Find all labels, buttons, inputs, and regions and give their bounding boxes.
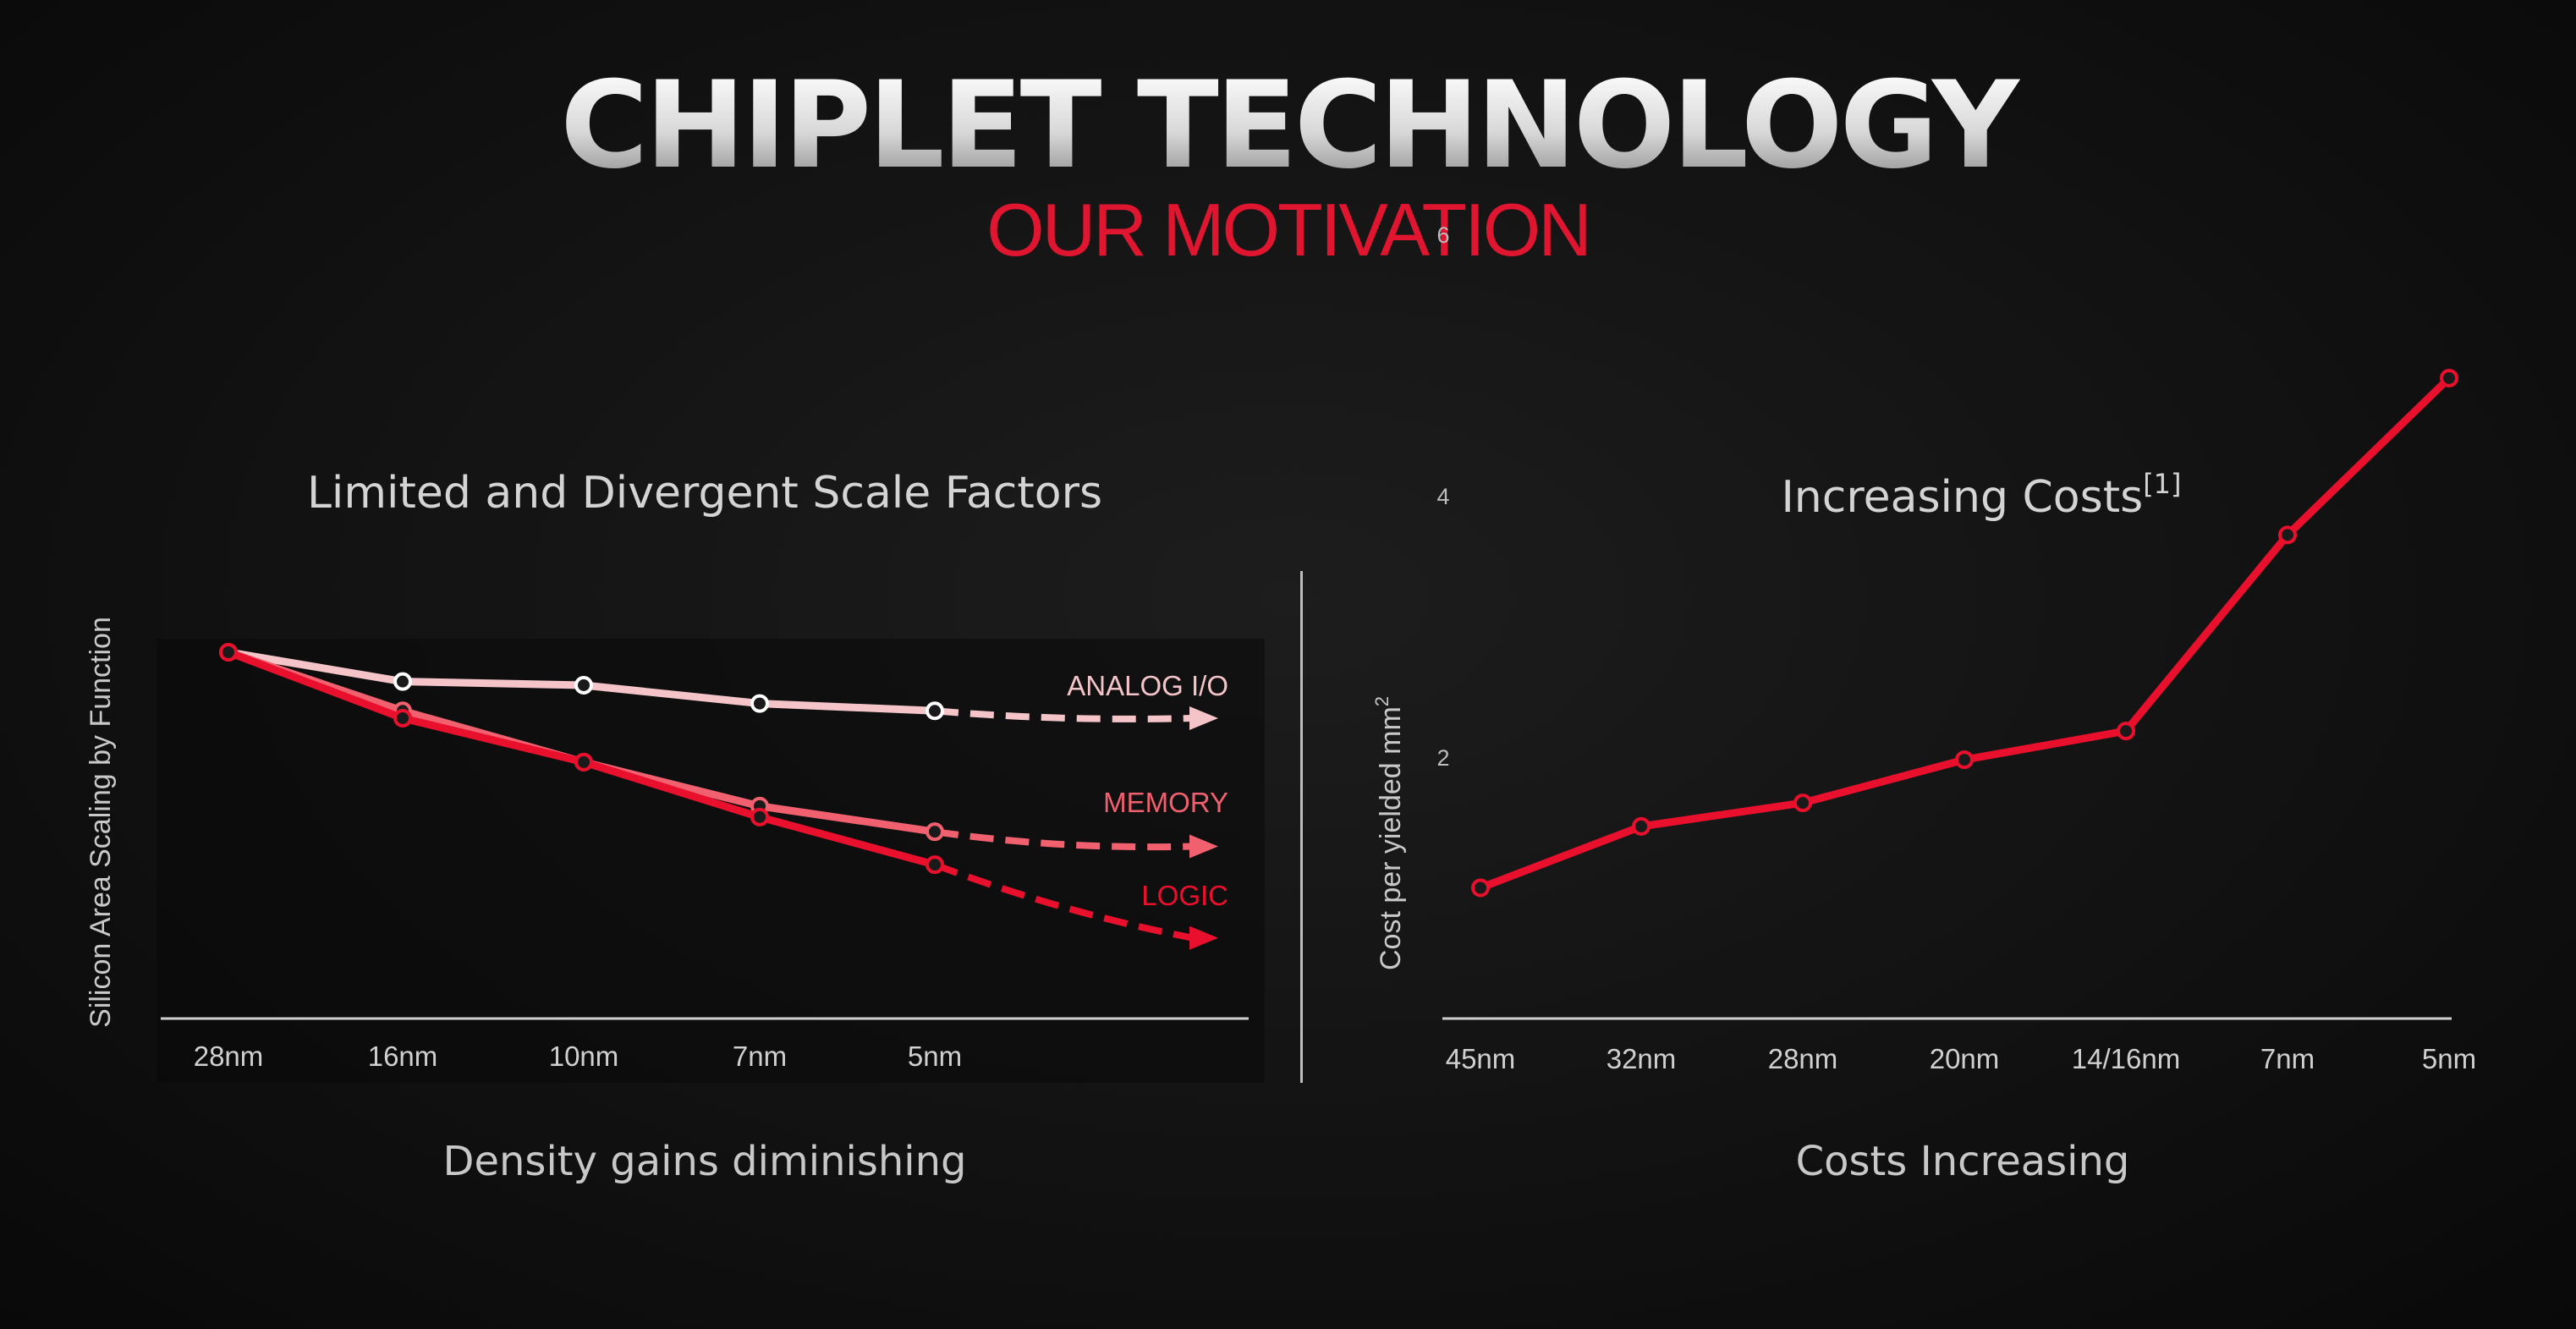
left-tick-28nm: 28nm <box>194 1041 264 1072</box>
page-subtitle: OUR MOTIVATION <box>986 188 1592 272</box>
logic-projection <box>933 861 1194 942</box>
right-tick-32nm: 32nm <box>1607 1043 1677 1074</box>
memory-point-5nm <box>925 822 944 842</box>
left-tick-10nm: 10nm <box>549 1041 619 1072</box>
memory-arrowhead <box>1189 834 1218 859</box>
left-tick-5nm: 5nm <box>908 1041 962 1072</box>
right-chart-y-label: Cost per yielded mm2 <box>1371 696 1407 970</box>
logic-point-16nm <box>393 708 412 728</box>
logic-arrowhead <box>1189 925 1218 950</box>
analog-i-o-point-16nm <box>393 672 412 691</box>
cost-point-20nm <box>1955 750 1974 770</box>
right-tick-5nm: 5nm <box>2422 1043 2476 1074</box>
right-tick-14-16nm: 14/16nm <box>2072 1043 2180 1074</box>
cost-point-45nm <box>1471 878 1490 898</box>
cost-point-32nm <box>1632 816 1651 836</box>
cost-point-28nm <box>1793 794 1812 813</box>
right-ytick-2: 2 <box>1436 745 1449 771</box>
right-tick-28nm: 28nm <box>1768 1043 1838 1074</box>
cost-point-5nm <box>2440 368 2458 387</box>
right-chart-title-footnote: [1] <box>2143 468 2182 500</box>
left-chart-plot-bg <box>157 639 1265 1083</box>
right-chart-title-text: Increasing Costs <box>1781 472 2144 523</box>
logic-point-28nm <box>219 643 238 662</box>
logic-point-5nm <box>925 855 944 875</box>
left-tick-7nm: 7nm <box>733 1041 787 1072</box>
analog-i-o-point-7nm <box>750 694 769 713</box>
logic-label: LOGIC <box>1141 880 1228 911</box>
cost-point-14-16nm <box>2117 722 2135 741</box>
right-chart-ticks: 45nm 32nm 28nm 20nm 14/16nm 7nm 5nm 2 4 6 <box>1436 222 2476 1074</box>
left-chart-footer: Density gains diminishing <box>442 1138 967 1185</box>
cost-point-7nm <box>2278 525 2297 545</box>
right-tick-20nm: 20nm <box>1930 1043 2000 1074</box>
right-tick-45nm: 45nm <box>1446 1043 1516 1074</box>
logic-point-10nm <box>574 752 593 772</box>
right-chart-y-label-sup: 2 <box>1371 696 1392 706</box>
left-chart-y-label: Silicon Area Scaling by Function <box>85 617 117 1028</box>
cost-line <box>1476 374 2453 892</box>
left-chart-series: ANALOG I/O MEMORY LOGIC <box>219 643 1228 950</box>
page-title: CHIPLET TECHNOLOGY <box>0 66 2576 186</box>
right-chart-footer: Costs Increasing <box>1795 1138 2130 1185</box>
memory-label: MEMORY <box>1103 787 1228 818</box>
panel-divider <box>1300 571 1303 1083</box>
analog-i-o-projection <box>934 707 1194 722</box>
right-ytick-6: 6 <box>1436 222 1449 248</box>
left-chart-title: Limited and Divergent Scale Factors <box>306 468 1103 519</box>
right-chart-series <box>1471 368 2458 898</box>
right-chart-y-label-text: Cost per yielded mm <box>1375 706 1407 970</box>
left-tick-16nm: 16nm <box>368 1041 438 1072</box>
left-chart-ticks: 28nm 16nm 10nm 7nm 5nm <box>194 1041 962 1072</box>
right-chart-title: Increasing Costs[1] <box>1474 468 2489 523</box>
analog-i-o-point-5nm <box>925 701 944 721</box>
right-tick-7nm: 7nm <box>2260 1043 2315 1074</box>
analog-i-o-point-10nm <box>574 675 593 695</box>
logic-point-7nm <box>750 807 769 827</box>
memory-projection <box>934 828 1194 851</box>
right-ytick-4: 4 <box>1436 484 1449 509</box>
analog-i-o-arrowhead <box>1189 706 1218 730</box>
analog-i-o-label: ANALOG I/O <box>1067 670 1228 701</box>
